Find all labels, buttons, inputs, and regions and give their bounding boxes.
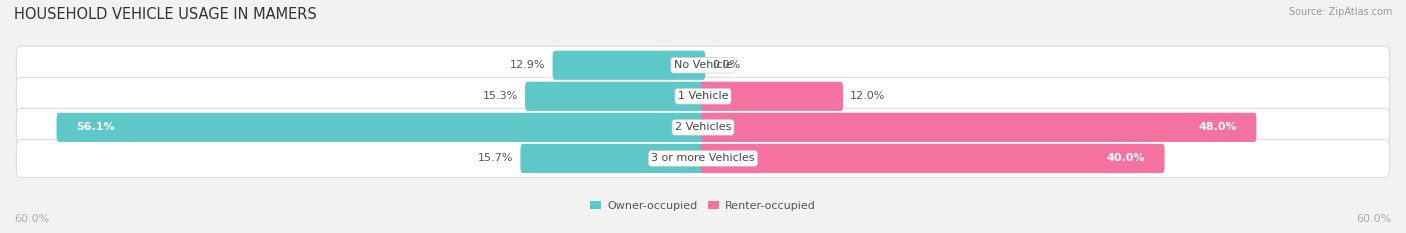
Text: Source: ZipAtlas.com: Source: ZipAtlas.com — [1288, 7, 1392, 17]
FancyBboxPatch shape — [17, 108, 1389, 146]
FancyBboxPatch shape — [17, 77, 1389, 115]
Text: 56.1%: 56.1% — [76, 122, 115, 132]
Text: 2 Vehicles: 2 Vehicles — [675, 122, 731, 132]
Text: 60.0%: 60.0% — [1357, 214, 1392, 224]
Text: 15.7%: 15.7% — [478, 154, 513, 163]
Text: 48.0%: 48.0% — [1198, 122, 1237, 132]
Text: 40.0%: 40.0% — [1107, 154, 1144, 163]
FancyBboxPatch shape — [56, 113, 706, 142]
FancyBboxPatch shape — [17, 140, 1389, 177]
FancyBboxPatch shape — [700, 144, 1164, 173]
Text: No Vehicle: No Vehicle — [673, 60, 733, 70]
Text: 12.9%: 12.9% — [510, 60, 546, 70]
FancyBboxPatch shape — [17, 46, 1389, 84]
Text: 3 or more Vehicles: 3 or more Vehicles — [651, 154, 755, 163]
Text: 0.0%: 0.0% — [713, 60, 741, 70]
Text: HOUSEHOLD VEHICLE USAGE IN MAMERS: HOUSEHOLD VEHICLE USAGE IN MAMERS — [14, 7, 316, 22]
FancyBboxPatch shape — [524, 82, 706, 111]
FancyBboxPatch shape — [700, 82, 844, 111]
FancyBboxPatch shape — [553, 51, 706, 80]
Text: 15.3%: 15.3% — [482, 91, 519, 101]
Text: 60.0%: 60.0% — [14, 214, 49, 224]
Legend: Owner-occupied, Renter-occupied: Owner-occupied, Renter-occupied — [586, 196, 820, 215]
Text: 1 Vehicle: 1 Vehicle — [678, 91, 728, 101]
Text: 12.0%: 12.0% — [851, 91, 886, 101]
FancyBboxPatch shape — [700, 113, 1257, 142]
FancyBboxPatch shape — [520, 144, 706, 173]
